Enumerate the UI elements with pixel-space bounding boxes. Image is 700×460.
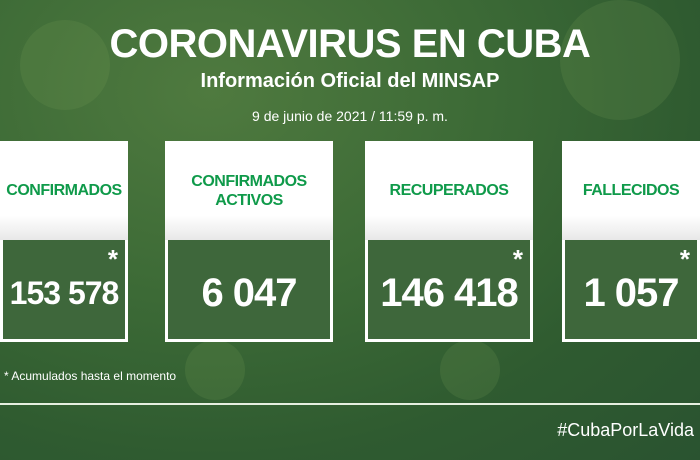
- card-recuperados: RECUPERADOS * 146 418: [365, 141, 533, 342]
- asterisk-marker: *: [512, 244, 523, 274]
- card-value-box: * 146 418: [368, 240, 530, 339]
- card-label: CONFIRMADOS: [0, 141, 128, 240]
- asterisk-marker: *: [107, 244, 118, 274]
- card-label: RECUPERADOS: [365, 141, 533, 240]
- divider: [0, 403, 700, 405]
- card-label: CONFIRMADOS ACTIVOS: [165, 141, 333, 240]
- card-value-box: * 1 057: [565, 240, 697, 339]
- footnote: * Acumulados hasta el momento: [4, 369, 177, 383]
- asterisk-marker: *: [679, 244, 690, 274]
- card-value: 153 578: [9, 275, 120, 311]
- card-value: 1 057: [583, 271, 679, 315]
- page-subtitle: Información Oficial del MINSAP: [200, 70, 500, 92]
- virus-decoration: [185, 340, 245, 400]
- card-fallecidos: FALLECIDOS * 1 057: [562, 141, 700, 342]
- card-label: FALLECIDOS: [562, 141, 700, 240]
- virus-decoration: [440, 340, 500, 400]
- card-value-box: 6 047: [168, 240, 330, 339]
- hashtag: #CubaPorLaVida: [557, 420, 694, 440]
- virus-decoration: [560, 0, 680, 120]
- card-value-box: * 153 578: [3, 240, 125, 339]
- report-date: 9 de junio de 2021 / 11:59 p. m.: [252, 108, 448, 124]
- page-title: CORONAVIRUS EN CUBA: [109, 22, 591, 66]
- card-value: 6 047: [201, 271, 297, 315]
- virus-decoration: [20, 20, 110, 110]
- card-confirmados: CONFIRMADOS * 153 578: [0, 141, 128, 342]
- card-confirmados-activos: CONFIRMADOS ACTIVOS 6 047: [165, 141, 333, 342]
- card-label-text: CONFIRMADOS ACTIVOS: [191, 172, 307, 209]
- card-value: 146 418: [380, 271, 519, 315]
